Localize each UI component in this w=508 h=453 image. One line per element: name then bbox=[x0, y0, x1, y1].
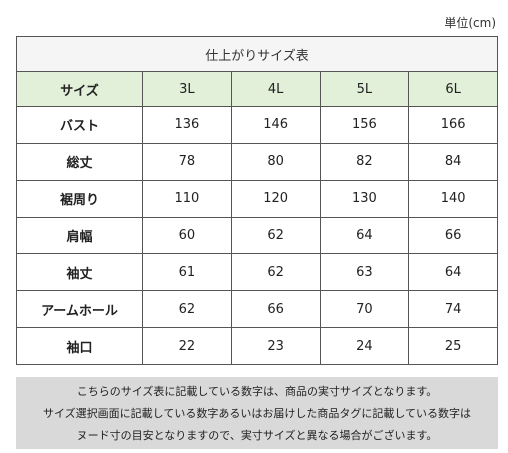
size-header-6l: 6L bbox=[408, 71, 498, 107]
table-cell: 70 bbox=[319, 290, 410, 329]
table-cell: 136 bbox=[142, 106, 232, 144]
table-cell: 60 bbox=[142, 216, 232, 255]
unit-label: 単位(cm) bbox=[444, 16, 496, 30]
table-cell: 110 bbox=[142, 179, 232, 218]
table-row: 裾周り 110 120 130 140 bbox=[16, 179, 498, 218]
table-cell: 62 bbox=[230, 253, 321, 292]
table-row: 総丈 78 80 82 84 bbox=[16, 142, 498, 181]
table-cell: 140 bbox=[408, 179, 498, 218]
table-cell: 74 bbox=[408, 290, 498, 329]
row-label: 袖丈 bbox=[16, 253, 143, 292]
table-cell: 24 bbox=[319, 327, 410, 365]
size-header-4l: 4L bbox=[230, 71, 321, 107]
size-header-row: サイズ 3L 4L 5L 6L bbox=[16, 71, 498, 107]
row-label: バスト bbox=[16, 106, 143, 144]
note-line: ヌード寸の目安となりますので、実寸サイズと異なる場合がございます。 bbox=[76, 429, 438, 442]
table-row: アームホール 62 66 70 74 bbox=[16, 290, 498, 329]
table-cell: 61 bbox=[142, 253, 232, 292]
table-cell: 130 bbox=[319, 179, 410, 218]
size-note-box: こちらのサイズ表に記載している数字は、商品の実寸サイズとなります。 サイズ選択画… bbox=[16, 377, 498, 449]
table-cell: 80 bbox=[230, 142, 321, 181]
table-cell: 166 bbox=[408, 106, 498, 144]
table-cell: 64 bbox=[408, 253, 498, 292]
table-cell: 156 bbox=[319, 106, 410, 144]
table-row: 肩幅 60 62 64 66 bbox=[16, 216, 498, 255]
table-cell: 78 bbox=[142, 142, 232, 181]
table-cell: 82 bbox=[319, 142, 410, 181]
table-cell: 66 bbox=[230, 290, 321, 329]
row-label: アームホール bbox=[16, 290, 143, 329]
row-label: 肩幅 bbox=[16, 216, 143, 255]
table-cell: 22 bbox=[142, 327, 232, 365]
size-header-label: サイズ bbox=[16, 71, 143, 107]
table-cell: 64 bbox=[319, 216, 410, 255]
table-row: 袖丈 61 62 63 64 bbox=[16, 253, 498, 292]
row-label: 袖口 bbox=[16, 327, 143, 365]
size-table: 仕上がりサイズ表 サイズ 3L 4L 5L 6L バスト 136 146 156… bbox=[16, 36, 498, 365]
table-title-row: 仕上がりサイズ表 bbox=[16, 36, 498, 72]
size-header-3l: 3L bbox=[142, 71, 232, 107]
table-cell: 146 bbox=[230, 106, 321, 144]
table-cell: 63 bbox=[319, 253, 410, 292]
row-label: 裾周り bbox=[16, 179, 143, 218]
row-label: 総丈 bbox=[16, 142, 143, 181]
table-title: 仕上がりサイズ表 bbox=[16, 36, 498, 72]
table-cell: 25 bbox=[408, 327, 498, 365]
table-cell: 84 bbox=[408, 142, 498, 181]
size-header-5l: 5L bbox=[319, 71, 410, 107]
note-line: サイズ選択画面に記載している数字あるいはお届けした商品タグに記載している数字は bbox=[42, 407, 471, 420]
table-row: バスト 136 146 156 166 bbox=[16, 106, 498, 144]
table-cell: 62 bbox=[142, 290, 232, 329]
note-line: こちらのサイズ表に記載している数字は、商品の実寸サイズとなります。 bbox=[76, 385, 438, 398]
table-cell: 62 bbox=[230, 216, 321, 255]
table-cell: 23 bbox=[230, 327, 321, 365]
table-cell: 120 bbox=[230, 179, 321, 218]
table-row: 袖口 22 23 24 25 bbox=[16, 327, 498, 365]
table-cell: 66 bbox=[408, 216, 498, 255]
